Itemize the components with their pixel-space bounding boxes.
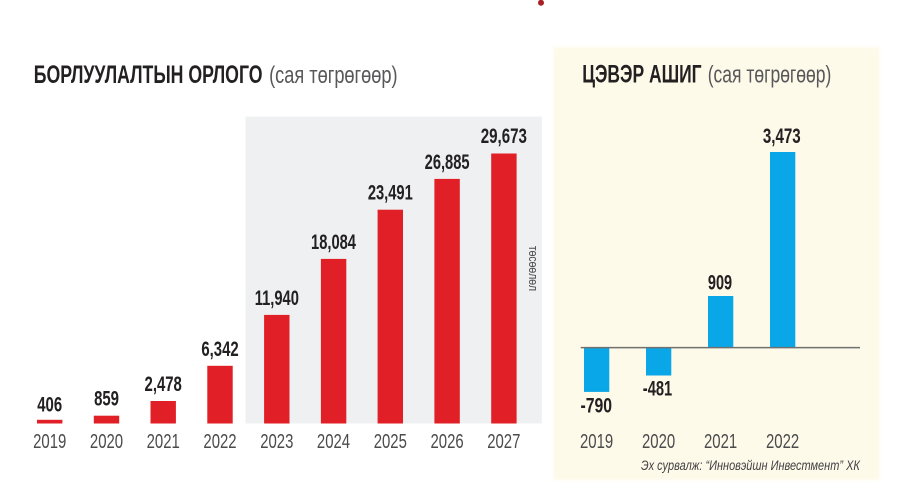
svg-text:төсөөлөл: төсөөлөл	[526, 246, 540, 291]
svg-text:2019: 2019	[580, 430, 613, 453]
svg-text:18,084: 18,084	[311, 230, 356, 253]
svg-text:2,478: 2,478	[145, 373, 182, 396]
svg-text:-790: -790	[580, 393, 612, 417]
svg-text:Эх сурвалж: “Инновэйшн Инвестм: Эх сурвалж: “Инновэйшн Инвестмент” ХК	[641, 458, 860, 474]
svg-text:2022: 2022	[766, 430, 799, 453]
svg-text:2021: 2021	[147, 430, 180, 453]
svg-text:909: 909	[708, 271, 732, 294]
svg-text:2026: 2026	[431, 430, 464, 453]
svg-text:2020: 2020	[90, 430, 123, 453]
svg-text:2022: 2022	[203, 430, 236, 453]
svg-text:23,491: 23,491	[368, 181, 413, 204]
svg-text:3,473: 3,473	[763, 123, 801, 147]
svg-text:(сая төгрөгөөр): (сая төгрөгөөр)	[708, 62, 832, 88]
svg-text:2027: 2027	[487, 430, 520, 453]
svg-text:29,673: 29,673	[481, 123, 527, 147]
svg-text:11,940: 11,940	[255, 286, 299, 309]
svg-text:2025: 2025	[374, 430, 407, 453]
svg-text:6,342: 6,342	[201, 337, 238, 360]
svg-text:2019: 2019	[33, 430, 66, 453]
svg-text:2024: 2024	[317, 430, 350, 453]
svg-text:406: 406	[37, 393, 62, 416]
svg-text:859: 859	[94, 387, 119, 410]
svg-text:2023: 2023	[260, 430, 293, 453]
svg-text:2021: 2021	[704, 430, 737, 453]
svg-text:-481: -481	[643, 377, 672, 400]
svg-text:БОРЛУУЛАЛТЫН ОРЛОГО: БОРЛУУЛАЛТЫН ОРЛОГО	[34, 60, 263, 89]
svg-text:ЦЭВЭР АШИГ: ЦЭВЭР АШИГ	[582, 59, 701, 88]
svg-text:(сая төгрөгөөр): (сая төгрөгөөр)	[269, 62, 397, 89]
svg-text:26,885: 26,885	[425, 150, 470, 173]
svg-text:2020: 2020	[642, 430, 675, 453]
